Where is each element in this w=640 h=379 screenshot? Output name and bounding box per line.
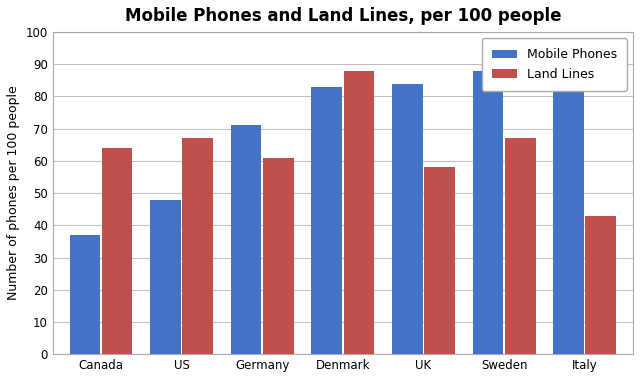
Bar [553,64,584,354]
Title: Mobile Phones and Land Lines, per 100 people: Mobile Phones and Land Lines, per 100 pe… [125,7,561,25]
Y-axis label: Number of phones per 100 people: Number of phones per 100 people [7,86,20,301]
Bar [505,138,536,354]
Bar [231,125,261,354]
Bar [150,200,180,354]
Bar [263,158,294,354]
Bar [182,138,213,354]
Bar [312,87,342,354]
Bar [424,168,455,354]
Bar [392,84,422,354]
Bar [586,216,616,354]
Bar [344,71,374,354]
Bar [472,71,503,354]
Legend: Mobile Phones, Land Lines: Mobile Phones, Land Lines [482,38,627,91]
Bar [102,148,132,354]
Bar [70,235,100,354]
